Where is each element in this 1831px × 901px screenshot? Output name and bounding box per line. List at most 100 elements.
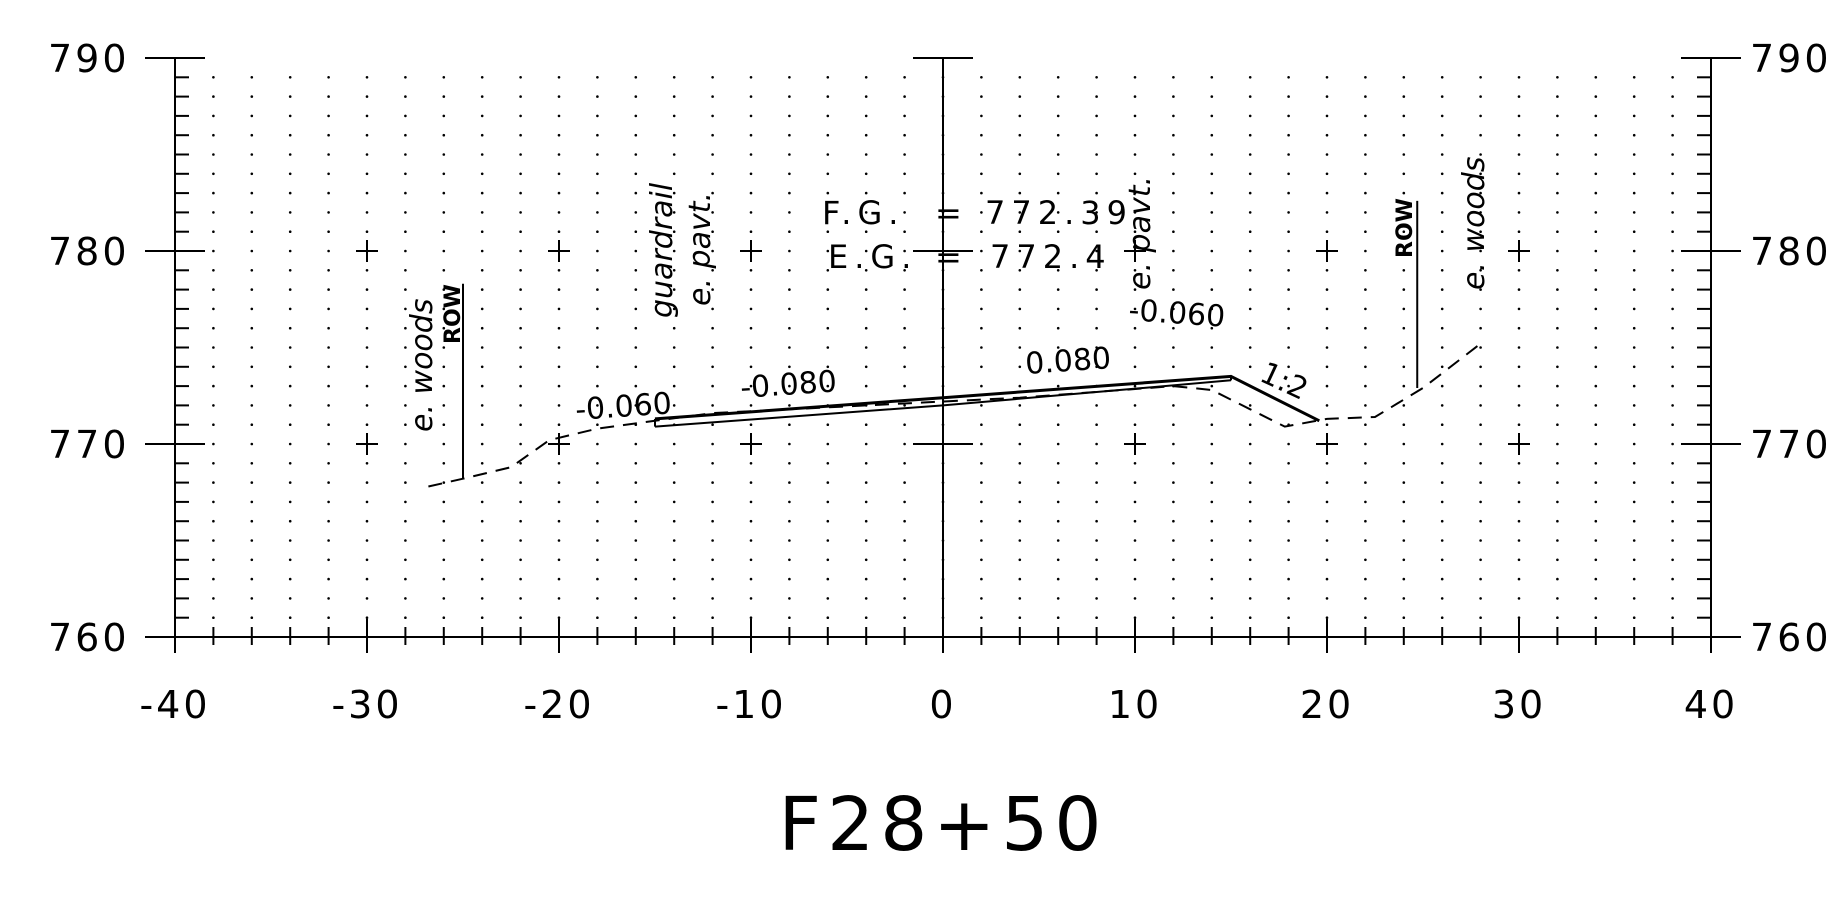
grid-dot	[672, 558, 676, 562]
grid-dot	[519, 577, 522, 581]
grid-dot	[1287, 249, 1290, 253]
grid-dot	[864, 442, 868, 446]
grid-dot	[1671, 249, 1674, 253]
grid-dot	[442, 153, 446, 156]
grid-dot	[903, 326, 906, 330]
grid-dot	[1133, 114, 1137, 118]
grid-dot	[1632, 577, 1636, 581]
grid-dot	[288, 539, 292, 542]
grid-dot	[1402, 616, 1406, 619]
grid-dot	[1671, 172, 1674, 176]
grid-dot	[672, 365, 676, 369]
grid-dot	[1594, 269, 1598, 272]
grid-dot	[596, 172, 599, 176]
grid-dot	[1018, 539, 1022, 542]
slope-label: -0.060	[1127, 293, 1226, 335]
grid-dot	[1440, 76, 1444, 79]
grid-dot	[404, 384, 407, 388]
grid-dot	[826, 249, 830, 253]
grid-dot	[672, 519, 676, 523]
grid-dot	[1325, 597, 1329, 600]
grid-dot	[1517, 346, 1521, 349]
grid-dot	[634, 307, 638, 311]
grid-dot	[1172, 76, 1175, 79]
grid-dot	[519, 307, 522, 311]
grid-dot	[1172, 442, 1175, 446]
grid-dot	[404, 326, 407, 330]
grid-dot	[1248, 172, 1252, 176]
grid-dot	[1364, 500, 1367, 504]
grid-dot	[1018, 172, 1022, 176]
grid-dot	[365, 211, 369, 214]
grid-dot	[519, 346, 522, 349]
grid-dot	[826, 191, 830, 195]
grid-dot	[1364, 384, 1367, 388]
grid-dot	[480, 500, 484, 504]
grid-dot	[1364, 577, 1367, 581]
grid-dot	[404, 288, 407, 291]
grid-dot	[672, 481, 676, 484]
grid-dot	[250, 462, 254, 465]
grid-dot	[788, 616, 791, 619]
grid-dot	[212, 616, 215, 619]
grid-dot	[596, 423, 599, 427]
grid-dot	[711, 114, 714, 118]
grid-dot	[1517, 384, 1521, 388]
grid-dot	[404, 442, 407, 446]
grid-dot	[596, 211, 599, 214]
grid-dot	[826, 577, 830, 581]
grid-dot	[711, 558, 714, 562]
grid-dot	[1210, 288, 1214, 291]
grid-dot	[1364, 133, 1367, 137]
grid-dot	[1133, 95, 1137, 98]
y-tick-left: 790	[48, 37, 130, 81]
grid-dot	[1248, 481, 1252, 484]
grid-dot	[1364, 558, 1367, 562]
grid-dot	[212, 384, 215, 388]
grid-dot	[1133, 288, 1137, 291]
grid-dot	[212, 269, 215, 272]
grid-dot	[1364, 346, 1367, 349]
annotation-pavt-left: e. pavt.	[683, 192, 718, 306]
grid-dot	[980, 307, 983, 311]
grid-dot	[327, 423, 330, 427]
grid-dot	[1517, 191, 1521, 195]
grid-dot	[1517, 365, 1521, 369]
grid-dot	[1287, 346, 1290, 349]
grid-dot	[480, 249, 484, 253]
grid-dot	[519, 269, 522, 272]
grid-dot	[1248, 577, 1252, 581]
grid-dot	[903, 95, 906, 98]
grid-dot	[672, 404, 676, 407]
grid-dot	[365, 481, 369, 484]
grid-dot	[1594, 500, 1598, 504]
grid-dot	[480, 269, 484, 272]
grid-dot	[1210, 211, 1214, 214]
y-tick-right: 790	[1750, 37, 1831, 81]
grid-dot	[826, 133, 830, 137]
grid-dot	[672, 191, 676, 195]
dot-grid	[212, 76, 1674, 619]
x-tick-label: 30	[1492, 683, 1546, 727]
grid-dot	[1632, 249, 1636, 253]
annotation-guardrail: guardrail	[645, 182, 680, 318]
grid-dot	[1172, 577, 1175, 581]
eg-equals: =	[935, 238, 968, 276]
grid-dot	[1556, 249, 1559, 253]
grid-dot	[864, 500, 868, 504]
grid-dot	[1095, 558, 1098, 562]
grid-dot	[1594, 114, 1598, 118]
grid-dot	[1556, 326, 1559, 330]
annotation-woods-left: e. woods	[405, 299, 440, 432]
grid-dot	[250, 230, 254, 233]
grid-dot	[1671, 326, 1674, 330]
grid-dot	[365, 326, 369, 330]
grid-dot	[749, 133, 753, 137]
grid-dot	[596, 481, 599, 484]
grid-dot	[442, 616, 446, 619]
grid-dot	[519, 191, 522, 195]
grid-dot	[1671, 558, 1674, 562]
grid-dot	[864, 153, 868, 156]
grid-dot	[1440, 133, 1444, 137]
grid-dot	[1287, 539, 1290, 542]
